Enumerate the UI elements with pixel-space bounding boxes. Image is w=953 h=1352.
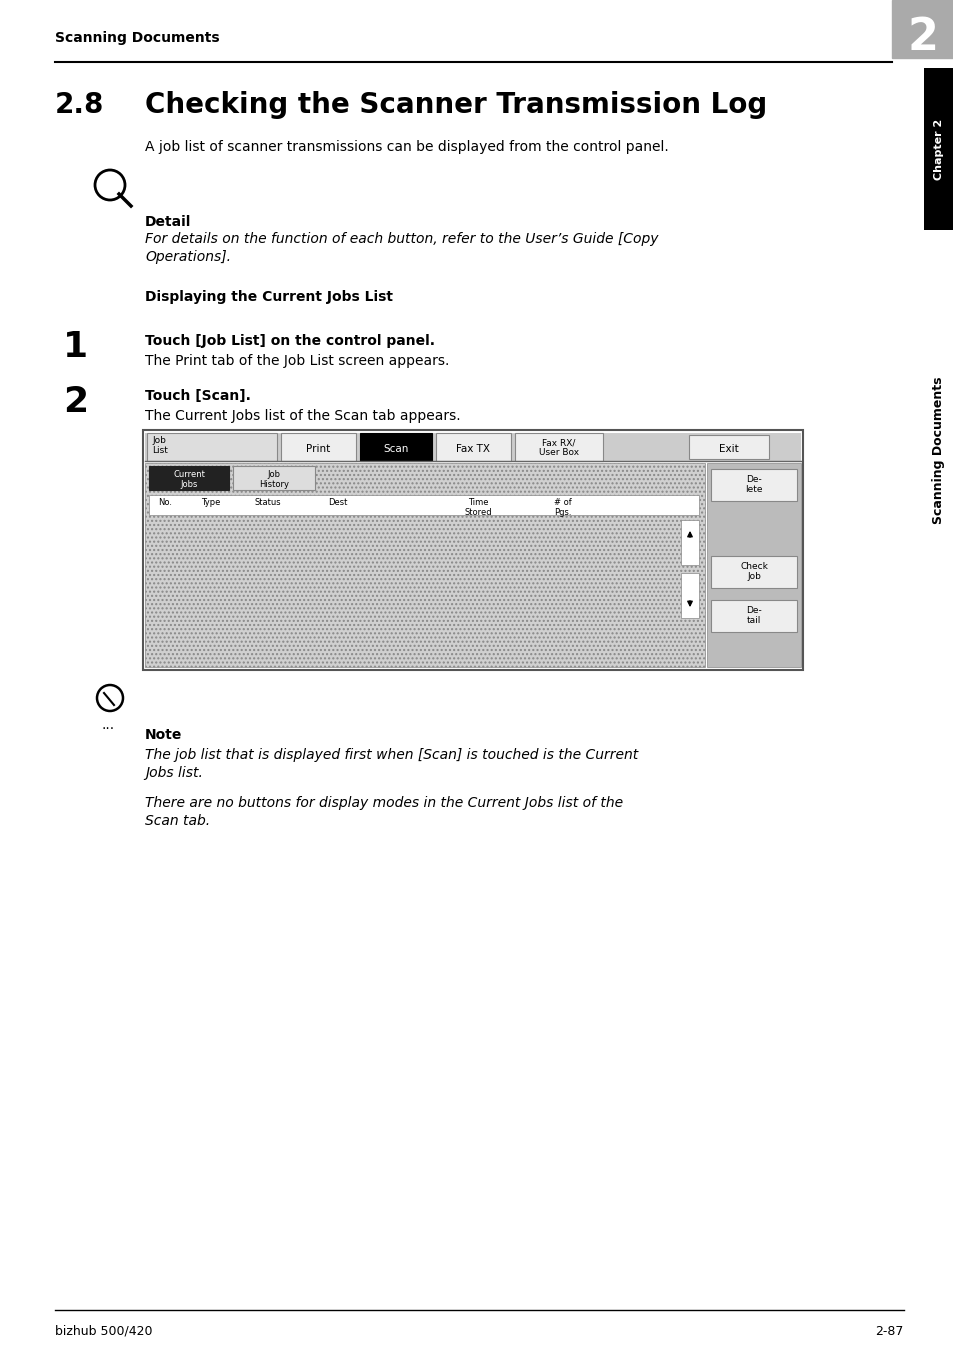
Text: 2: 2 [63,385,88,419]
Text: bizhub 500/420: bizhub 500/420 [55,1325,152,1338]
Bar [891,0,953,58]
Bar [436,433,511,461]
Text: Dest: Dest [328,498,347,507]
Text: The Print tab of the Job List screen appears.: The Print tab of the Job List screen app… [145,354,449,368]
Bar [145,462,704,667]
Bar [680,521,699,565]
Text: Current
Jobs: Current Jobs [172,470,205,489]
Text: Type: Type [201,498,220,507]
Text: # of
Pgs.: # of Pgs. [554,498,571,518]
Text: Time
Stored: Time Stored [464,498,492,518]
Text: Scanning Documents: Scanning Documents [931,376,944,523]
Text: Scanning Documents: Scanning Documents [55,31,219,45]
Bar [515,433,602,461]
Bar [688,435,768,458]
Text: 2.8: 2.8 [55,91,104,119]
Text: Operations].: Operations]. [145,250,231,264]
Text: Chapter 2: Chapter 2 [933,119,943,180]
Text: De-
tail: De- tail [745,606,761,626]
Text: Fax RX/
User Box: Fax RX/ User Box [538,438,578,457]
Bar [710,556,796,588]
Text: The Current Jobs list of the Scan tab appears.: The Current Jobs list of the Scan tab ap… [145,410,460,423]
Bar [923,68,953,230]
Text: 1: 1 [63,330,88,364]
Text: Detail: Detail [145,215,192,228]
Text: Check
Job: Check Job [740,562,767,581]
Text: Job
History: Job History [258,470,289,489]
Bar [359,433,432,461]
Bar [233,466,314,489]
Bar [149,466,229,489]
Text: Touch [Job List] on the control panel.: Touch [Job List] on the control panel. [145,334,435,347]
Bar [149,495,699,515]
Bar [710,600,796,631]
Text: Print: Print [306,443,331,454]
Bar [710,469,796,502]
Bar [680,573,699,618]
Text: Note: Note [145,727,182,742]
Text: The job list that is displayed first when [Scan] is touched is the Current: The job list that is displayed first whe… [145,748,638,763]
Bar [706,462,801,667]
Text: ...: ... [102,718,115,731]
Bar [281,433,355,461]
Bar [147,433,276,461]
Text: Touch [Scan].: Touch [Scan]. [145,389,251,403]
Text: Fax TX: Fax TX [456,443,490,454]
Text: Job
List: Job List [152,435,168,456]
Text: Scan tab.: Scan tab. [145,814,210,827]
Text: There are no buttons for display modes in the Current Jobs list of the: There are no buttons for display modes i… [145,796,622,810]
Bar [143,430,802,671]
Text: Status: Status [254,498,281,507]
Text: 2-87: 2-87 [875,1325,903,1338]
Text: No.: No. [158,498,172,507]
Text: Scan: Scan [383,443,408,454]
Text: Jobs list.: Jobs list. [145,767,203,780]
Text: Exit: Exit [719,443,739,454]
Bar [145,433,801,461]
Text: Displaying the Current Jobs List: Displaying the Current Jobs List [145,289,393,304]
Text: 2: 2 [906,16,938,59]
Text: Checking the Scanner Transmission Log: Checking the Scanner Transmission Log [145,91,766,119]
Text: De-
lete: De- lete [744,475,762,495]
Text: For details on the function of each button, refer to the User’s Guide [Copy: For details on the function of each butt… [145,233,658,246]
Text: A job list of scanner transmissions can be displayed from the control panel.: A job list of scanner transmissions can … [145,141,668,154]
